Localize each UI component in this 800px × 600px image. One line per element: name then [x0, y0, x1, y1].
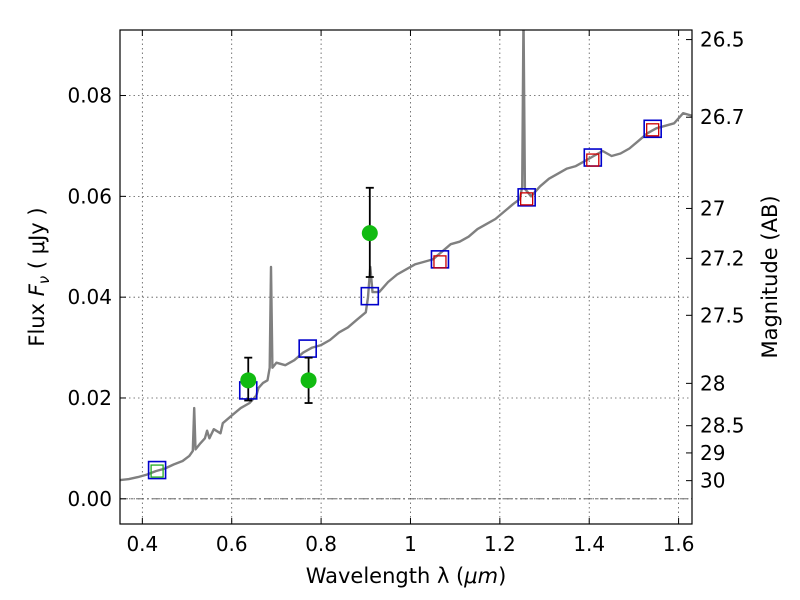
magnitude-axis: 26.5 26.7 27 27.2 27.5 28 28.5 29 30 — [686, 28, 745, 493]
model-photometry-square — [147, 460, 167, 480]
x-axis: 0.4 0.6 0.8 1 1.2 1.4 1.6 — [126, 30, 695, 556]
x-axis-label-suffix: ) — [498, 564, 506, 588]
magnitude-tick-label: 29 — [700, 441, 725, 465]
y-axis-label-symbol: F — [25, 283, 49, 296]
x-tick-label: 1 — [404, 532, 417, 556]
x-axis-label: Wavelength λ (μm) — [306, 564, 507, 588]
x-tick-label: 0.6 — [216, 532, 248, 556]
observed-photometry-square — [586, 153, 600, 167]
y-tick-label: 0.04 — [67, 285, 112, 309]
y-tick-label: 0.02 — [67, 386, 112, 410]
y-tick-label: 0.08 — [67, 84, 112, 108]
model-photometry-square — [643, 119, 662, 139]
detection-point — [361, 225, 378, 242]
x-tick-label: 1.2 — [484, 532, 516, 556]
x-tick-label: 1.6 — [663, 532, 695, 556]
grid — [120, 30, 692, 524]
x-tick-label: 1.4 — [573, 532, 605, 556]
y-axis-label-prefix: Flux — [25, 296, 49, 346]
y-axis-label-subscript: ν — [35, 276, 53, 284]
y-axis-label-unit: ( μJy ) — [25, 207, 49, 275]
y-tick-label: 0.06 — [67, 184, 112, 208]
observed-photometry-square — [646, 123, 660, 137]
magnitude-tick-label: 26.5 — [700, 28, 745, 52]
x-tick-label: 0.4 — [126, 532, 158, 556]
observed-photometry-square — [150, 464, 164, 478]
x-tick-label: 0.8 — [305, 532, 337, 556]
plot-background — [120, 30, 692, 524]
magnitude-tick-label: 28 — [700, 371, 725, 395]
y-tick-label: 0.00 — [67, 487, 112, 511]
model-spectrum-line — [120, 30, 692, 482]
magnitude-axis-label: Magnitude (AB) — [758, 195, 782, 358]
model-photometry-square — [517, 188, 536, 207]
detection-point — [300, 372, 317, 389]
magnitude-tick-label: 30 — [700, 469, 725, 493]
x-axis-label-unit: μm — [463, 564, 498, 588]
observed-photometry-square — [433, 255, 447, 269]
plot-frame — [119, 29, 693, 525]
observed-photometry-square — [520, 192, 534, 206]
magnitude-tick-label: 27.2 — [700, 246, 745, 270]
y-axis-label: Flux Fν ( μJy ) — [25, 207, 53, 346]
magnitude-tick-label: 27 — [700, 196, 725, 220]
x-axis-label-prefix: Wavelength λ ( — [306, 564, 465, 588]
magnitude-tick-label: 26.7 — [700, 105, 745, 129]
magnitude-tick-label: 28.5 — [700, 414, 745, 438]
model-photometry-square — [360, 286, 380, 306]
detection-point — [240, 372, 257, 389]
magnitude-tick-label: 27.5 — [700, 303, 745, 327]
y-axis: 0.00 0.02 0.04 0.06 0.08 — [67, 84, 126, 511]
series-layer — [120, 30, 692, 482]
